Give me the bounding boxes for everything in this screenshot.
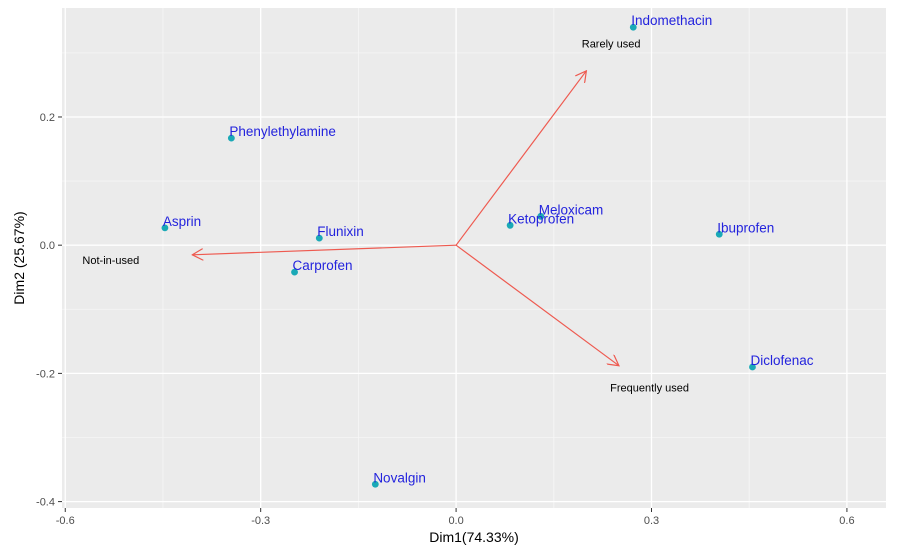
data-point bbox=[715, 230, 723, 238]
x-tick-label: 0.6 bbox=[839, 515, 854, 527]
data-point bbox=[537, 212, 545, 220]
point-label: Ketoprofen bbox=[508, 211, 574, 226]
data-point bbox=[161, 224, 169, 232]
point-label: Novalgin bbox=[373, 470, 426, 485]
data-point bbox=[629, 23, 637, 31]
x-axis-title: Dim1(74.33%) bbox=[429, 529, 518, 545]
data-point bbox=[749, 363, 756, 371]
point-label: Carprofen bbox=[293, 258, 353, 273]
point-label: Ibuprofen bbox=[717, 220, 774, 235]
y-tick-label: 0.0 bbox=[40, 240, 55, 252]
x-tick-label: 0.0 bbox=[448, 515, 463, 527]
y-tick-label: -0.2 bbox=[36, 368, 55, 380]
vector-arrow bbox=[192, 244, 457, 255]
variable-vectors: Rarely used Not-in-used Frequently used bbox=[82, 38, 689, 394]
minor-gridlines bbox=[62, 8, 886, 508]
vector-arrow bbox=[455, 71, 586, 246]
vector-arrow bbox=[455, 244, 619, 366]
vector-label: Rarely used bbox=[582, 38, 641, 50]
point-label: Indomethacin bbox=[631, 13, 712, 28]
point-label: Meloxicam bbox=[539, 202, 604, 217]
x-tick-label: -0.3 bbox=[251, 515, 270, 527]
vector-label: Frequently used bbox=[610, 382, 689, 394]
data-point bbox=[315, 234, 323, 242]
x-tick-label: 0.3 bbox=[644, 515, 659, 527]
data-point bbox=[371, 480, 379, 488]
x-tick-label: -0.6 bbox=[56, 515, 75, 527]
major-gridlines bbox=[62, 8, 886, 508]
data-point bbox=[291, 268, 298, 276]
y-tick-label: 0.2 bbox=[40, 112, 55, 124]
y-axis-title: Dim2 (25.67%) bbox=[11, 211, 27, 304]
y-tick-label: -0.4 bbox=[36, 497, 55, 509]
data-point bbox=[227, 134, 235, 142]
data-point bbox=[506, 221, 514, 229]
vector-label: Not-in-used bbox=[82, 255, 139, 267]
x-axis-ticks: -0.6 -0.3 0.0 0.3 0.6 bbox=[56, 508, 855, 527]
point-label: Asprin bbox=[163, 214, 201, 229]
point-label: Flunixin bbox=[317, 224, 364, 239]
point-label: Diclofenac bbox=[750, 353, 813, 368]
point-label: Phenylethylamine bbox=[229, 124, 336, 139]
data-points: Indomethacin Phenylethylamine Asprin Flunix… bbox=[161, 13, 814, 488]
y-axis-ticks: -0.4 -0.2 0.0 0.2 bbox=[36, 112, 62, 509]
